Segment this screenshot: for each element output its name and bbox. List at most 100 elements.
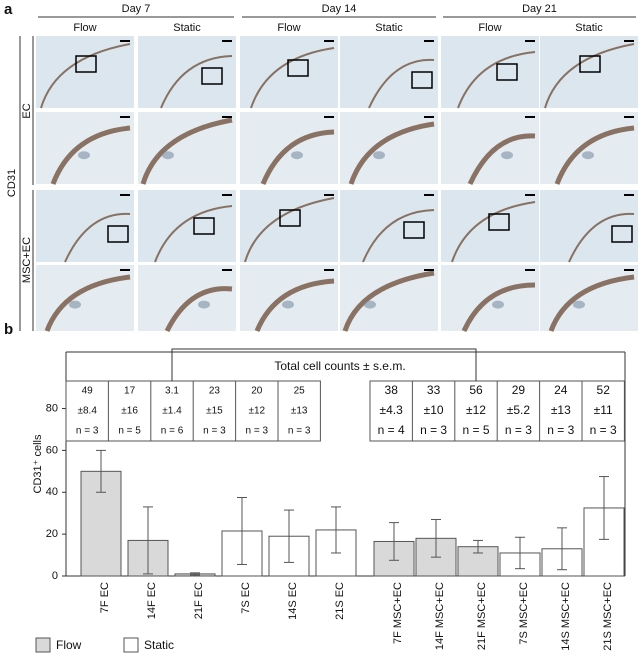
x-tick-label: 14S EC	[287, 582, 299, 620]
legend-swatch	[35, 637, 51, 653]
micrograph	[540, 112, 638, 184]
roi-box	[201, 67, 223, 85]
x-tick-label: 21S EC	[334, 582, 346, 620]
condition-label: Flow	[73, 22, 96, 34]
nucleus	[69, 300, 81, 309]
roi-box	[403, 221, 425, 239]
panel-label: a	[4, 1, 13, 18]
table-cell: 33	[427, 383, 441, 397]
tissue-edge	[244, 197, 335, 263]
y-tick-label: 0	[52, 570, 58, 582]
nucleus	[364, 300, 376, 309]
tissue-edge	[160, 55, 233, 109]
y-tick-label: 20	[46, 528, 58, 540]
table-cell: n = 5	[462, 423, 489, 437]
table-cell: ±13	[551, 403, 571, 417]
condition-label: Static	[173, 22, 201, 34]
table-cell: n = 6	[161, 426, 184, 437]
table-cell: 29	[512, 383, 526, 397]
micrograph	[138, 190, 236, 262]
tissue-edge	[260, 129, 335, 185]
roi-box	[193, 217, 215, 235]
panel-label: b	[4, 321, 13, 338]
roi-box	[611, 225, 633, 243]
tissue-edge	[461, 282, 536, 333]
tissue-edge	[140, 117, 233, 185]
table-cell: ±5.2	[507, 403, 531, 417]
micrograph	[441, 112, 539, 184]
tissue-edge	[451, 201, 536, 263]
y-axis-label: CD31⁺ cells	[32, 434, 44, 493]
nucleus	[582, 151, 594, 160]
x-tick-label: 14F EC	[146, 582, 158, 619]
roi-box	[287, 59, 309, 77]
roi-box	[279, 209, 301, 227]
table-cell: ±1.4	[162, 406, 182, 417]
roi-box	[579, 55, 601, 73]
table-cell: n = 3	[246, 426, 269, 437]
table-cell: ±13	[291, 406, 308, 417]
table-cell: ±16	[121, 406, 138, 417]
x-tick-label: 14F MSC+EC	[434, 582, 446, 650]
tissue-edge	[154, 205, 233, 263]
tissue-edge	[457, 51, 536, 109]
y-tick-label: 80	[46, 402, 58, 414]
table-cell: n = 3	[420, 423, 447, 437]
table-cell: n = 3	[76, 426, 99, 437]
table-cell: n = 5	[118, 426, 141, 437]
nucleus	[291, 151, 303, 160]
tissue-edge	[368, 58, 435, 109]
table-cell: 24	[554, 383, 568, 397]
micrograph	[441, 36, 539, 108]
nucleus	[373, 151, 385, 160]
legend-label: Flow	[56, 638, 82, 652]
tissue-edge	[50, 125, 131, 185]
roi-box	[488, 213, 510, 231]
tissue-edge	[554, 125, 635, 185]
table-cell: 3.1	[165, 386, 179, 397]
micrograph	[36, 112, 134, 184]
table-cell: 23	[209, 386, 221, 397]
table-cell: n = 3	[505, 423, 532, 437]
nucleus	[492, 300, 504, 309]
table-cell: n = 3	[590, 423, 617, 437]
y-tick-label: 60	[46, 444, 58, 456]
condition-label: Static	[575, 22, 603, 34]
day-label: Day 14	[322, 3, 357, 15]
tissue-edge	[64, 212, 131, 263]
nucleus	[573, 300, 585, 309]
x-tick-label: 7F MSC+EC	[392, 582, 404, 644]
legend-label: Static	[144, 638, 174, 652]
table-cell: n = 3	[288, 426, 311, 437]
tissue-edge	[250, 47, 335, 109]
table-cell: 49	[82, 386, 94, 397]
x-tick-label: 7S EC	[240, 582, 252, 614]
table-cell: ±10	[424, 403, 444, 417]
table-cell: ±12	[248, 406, 265, 417]
x-tick-label: 14S MSC+EC	[560, 582, 572, 651]
nucleus	[198, 300, 210, 309]
tissue-edge	[548, 274, 635, 332]
condition-label: Flow	[478, 22, 501, 34]
tissue-edge	[44, 274, 131, 332]
table-cell: 52	[597, 383, 611, 397]
tissue-edge	[544, 43, 635, 109]
tissue-edge	[342, 270, 435, 332]
condition-label: Static	[375, 22, 403, 34]
day-label: Day 21	[522, 3, 557, 15]
x-tick-label: 7S MSC+EC	[518, 582, 530, 645]
table-cell: ±15	[206, 406, 223, 417]
micrograph	[138, 265, 236, 331]
bracket	[171, 348, 477, 381]
roi-box	[75, 55, 97, 73]
tissue-edge	[164, 286, 233, 333]
roi-box	[496, 63, 518, 81]
marker-label: CD31	[6, 169, 18, 197]
table-cell: 17	[124, 386, 136, 397]
nucleus	[78, 151, 90, 160]
table-cell: n = 3	[547, 423, 574, 437]
table-cell: 56	[469, 383, 483, 397]
tissue-edge	[254, 278, 335, 332]
